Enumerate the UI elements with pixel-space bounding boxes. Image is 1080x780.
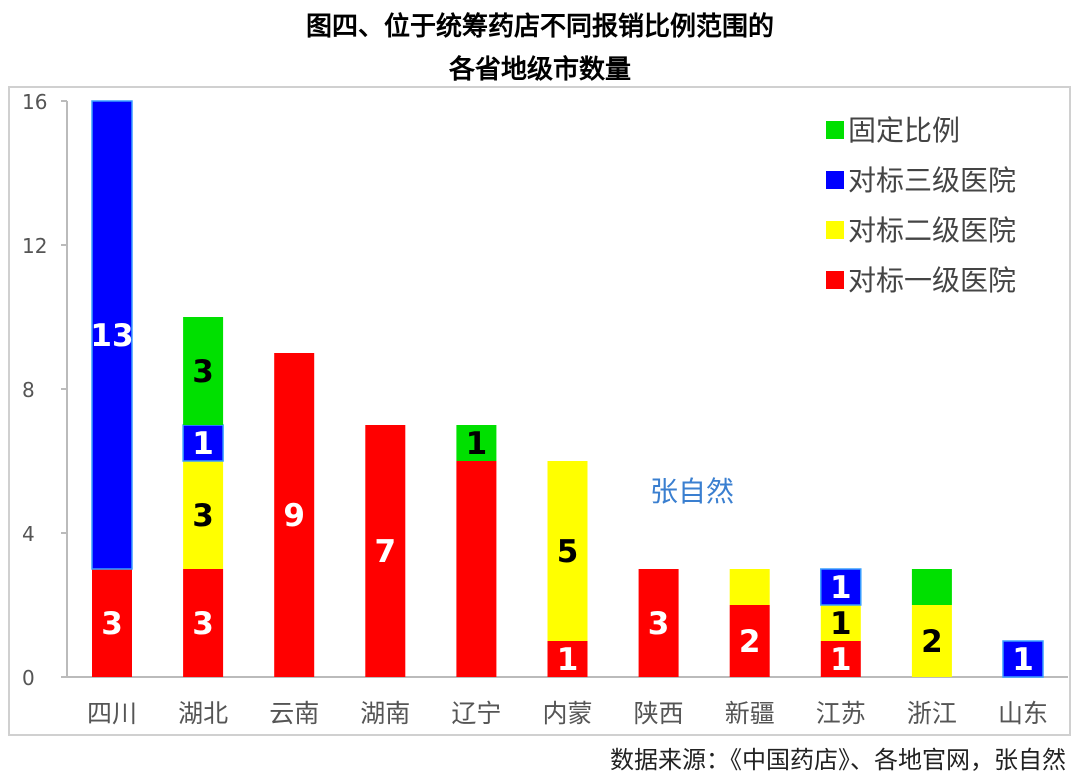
bar-segment (365, 425, 406, 677)
chart-title-line1: 图四、位于统筹药店不同报销比例范围的 (305, 12, 774, 42)
data-label: 3 (192, 354, 214, 390)
bar-segment (729, 605, 770, 677)
data-label: 3 (192, 498, 214, 534)
data-label: 3 (648, 606, 670, 642)
data-label: 1 (557, 642, 579, 678)
bar-segment (638, 569, 679, 677)
data-label: 7 (375, 534, 397, 570)
x-tick-label: 陕西 (634, 699, 684, 728)
x-tick-label: 江苏 (816, 699, 866, 728)
bar-segment (820, 605, 861, 641)
bar-segment (729, 569, 770, 605)
bar-segment (911, 569, 952, 605)
bar-segment (1002, 640, 1044, 678)
bar-segment (183, 317, 224, 425)
legend-swatch (826, 121, 844, 139)
y-tick-label: 12 (22, 234, 47, 258)
legend-label: 对标一级医院 (848, 264, 1016, 297)
data-label: 3 (192, 606, 214, 642)
bar-segment (456, 425, 497, 461)
data-label: 2 (921, 624, 943, 660)
bar-segment (911, 605, 952, 677)
legend-label: 对标三级医院 (848, 164, 1016, 197)
data-label: 1 (830, 570, 852, 606)
bar-segment (820, 568, 862, 606)
bar-segment (456, 461, 497, 677)
x-tick-label: 四川 (87, 699, 137, 728)
bar-segment (547, 641, 588, 677)
x-tick-label: 新疆 (725, 699, 775, 728)
y-tick-label: 0 (22, 666, 35, 690)
y-tick-label: 4 (22, 522, 35, 546)
data-label: 1 (466, 426, 488, 462)
legend-label: 固定比例 (848, 114, 960, 147)
data-label: 3 (101, 606, 123, 642)
x-tick-label: 云南 (269, 699, 319, 728)
data-label: 1 (192, 426, 214, 462)
y-tick-label: 8 (22, 378, 35, 402)
bar-segment (91, 100, 133, 570)
bar-segment (92, 569, 132, 677)
bar-segment (547, 461, 588, 641)
legend-swatch (826, 221, 844, 239)
legend-swatch (826, 271, 844, 289)
y-tick-label: 16 (22, 90, 47, 114)
source-note: 数据来源：《中国药店》、各地官网，张自然 (610, 746, 1066, 774)
x-tick-label: 辽宁 (451, 699, 501, 728)
x-tick-label: 湖南 (360, 699, 410, 728)
data-label: 9 (283, 498, 305, 534)
watermark: 张自然 (650, 475, 735, 508)
data-label: 1 (830, 606, 852, 642)
legend-label: 对标二级医院 (848, 214, 1016, 247)
bar-segment (274, 353, 315, 677)
bar-segment (183, 569, 224, 677)
x-tick-label: 山东 (998, 699, 1048, 728)
x-tick-label: 内蒙 (542, 699, 592, 728)
legend-swatch (826, 171, 844, 189)
x-tick-label: 湖北 (178, 699, 228, 728)
chart-title-line2: 各省地级市数量 (448, 55, 631, 85)
x-tick-label: 浙江 (907, 699, 957, 728)
data-label: 2 (739, 624, 761, 660)
data-label: 1 (830, 642, 852, 678)
bar-segment (182, 424, 224, 462)
bar-segment (183, 461, 224, 569)
bar-segment (820, 641, 861, 677)
plot-frame (8, 86, 1071, 736)
data-label: 5 (557, 534, 579, 570)
data-label: 13 (90, 318, 133, 354)
data-label: 1 (1012, 642, 1034, 678)
